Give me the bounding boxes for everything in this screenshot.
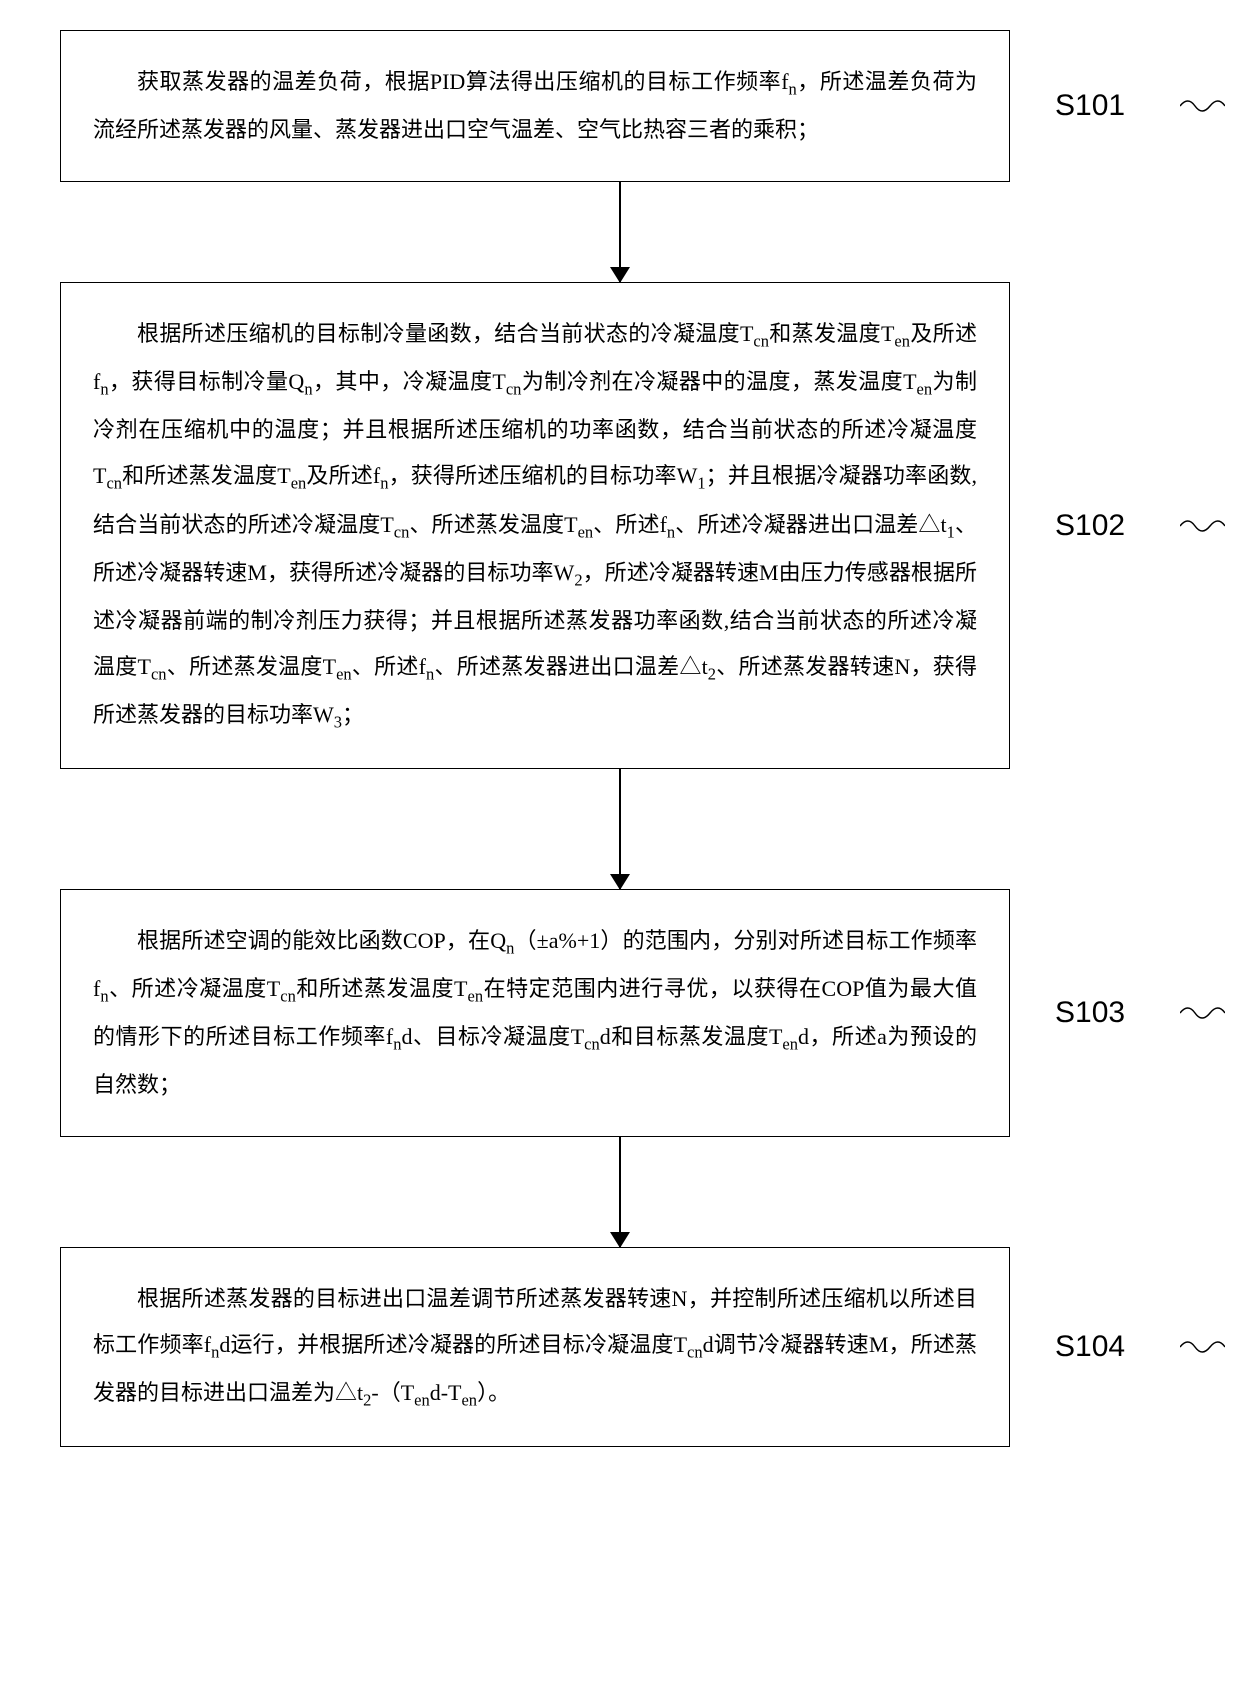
step-text-s104: 根据所述蒸发器的目标进出口温差调节所述蒸发器转速N，并控制所述压缩机以所述目标工… [93, 1276, 977, 1418]
step-box-s101: 获取蒸发器的温差负荷，根据PID算法得出压缩机的目标工作频率fn，所述温差负荷为… [60, 30, 1010, 182]
step-box-s102: 根据所述压缩机的目标制冷量函数，结合当前状态的冷凝温度Tcn和蒸发温度Ten及所… [60, 282, 1010, 769]
step-label-s102: S102 [1055, 509, 1125, 543]
step-text-s103: 根据所述空调的能效比函数COP，在Qn（±a%+1）的范围内，分别对所述目标工作… [93, 918, 977, 1108]
arrow-connector [619, 1137, 621, 1247]
flowchart-container: 获取蒸发器的温差负荷，根据PID算法得出压缩机的目标工作频率fn，所述温差负荷为… [60, 30, 1180, 1447]
connector-wrap-1 [145, 182, 1095, 282]
step-label-s104: S104 [1055, 1330, 1125, 1364]
wavy-connector-icon [1180, 511, 1225, 541]
step-label-s103: S103 [1055, 996, 1125, 1030]
step-text-s101: 获取蒸发器的温差负荷，根据PID算法得出压缩机的目标工作频率fn，所述温差负荷为… [93, 59, 977, 153]
connector-wrap-3 [145, 1137, 1095, 1247]
step-row-s101: 获取蒸发器的温差负荷，根据PID算法得出压缩机的目标工作频率fn，所述温差负荷为… [60, 30, 1180, 182]
arrow-connector [619, 769, 621, 889]
wavy-connector-icon [1180, 998, 1225, 1028]
arrow-connector [619, 182, 621, 282]
step-box-s104: 根据所述蒸发器的目标进出口温差调节所述蒸发器转速N，并控制所述压缩机以所述目标工… [60, 1247, 1010, 1447]
step-label-s101: S101 [1055, 89, 1125, 123]
step-text-s102: 根据所述压缩机的目标制冷量函数，结合当前状态的冷凝温度Tcn和蒸发温度Ten及所… [93, 311, 977, 740]
step-row-s103: 根据所述空调的能效比函数COP，在Qn（±a%+1）的范围内，分别对所述目标工作… [60, 889, 1180, 1137]
wavy-connector-icon [1180, 1332, 1225, 1362]
step-row-s102: 根据所述压缩机的目标制冷量函数，结合当前状态的冷凝温度Tcn和蒸发温度Ten及所… [60, 282, 1180, 769]
connector-wrap-2 [145, 769, 1095, 889]
step-box-s103: 根据所述空调的能效比函数COP，在Qn（±a%+1）的范围内，分别对所述目标工作… [60, 889, 1010, 1137]
step-row-s104: 根据所述蒸发器的目标进出口温差调节所述蒸发器转速N，并控制所述压缩机以所述目标工… [60, 1247, 1180, 1447]
wavy-connector-icon [1180, 91, 1225, 121]
